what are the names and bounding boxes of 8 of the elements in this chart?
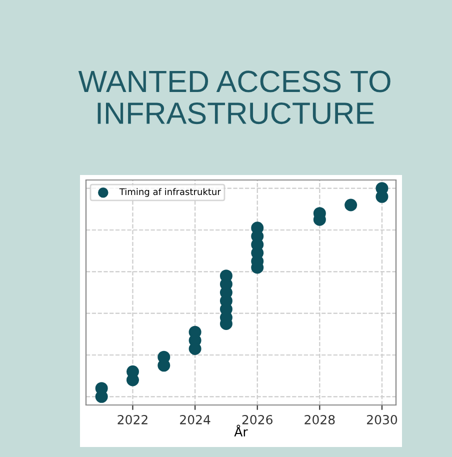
x-axis-title: År [234,424,248,436]
x-tick-label: 2030 [366,414,398,424]
x-tick-label: 2028 [304,414,335,424]
chart-title: WANTED ACCESS TO INFRASTRUCTURE [78,70,390,124]
x-tick-label: 2024 [180,414,210,424]
x-tick-label: 2026 [242,414,272,424]
legend-label: Timing af infrastruktur [119,188,221,197]
x-tick-label: 2022 [118,414,148,424]
